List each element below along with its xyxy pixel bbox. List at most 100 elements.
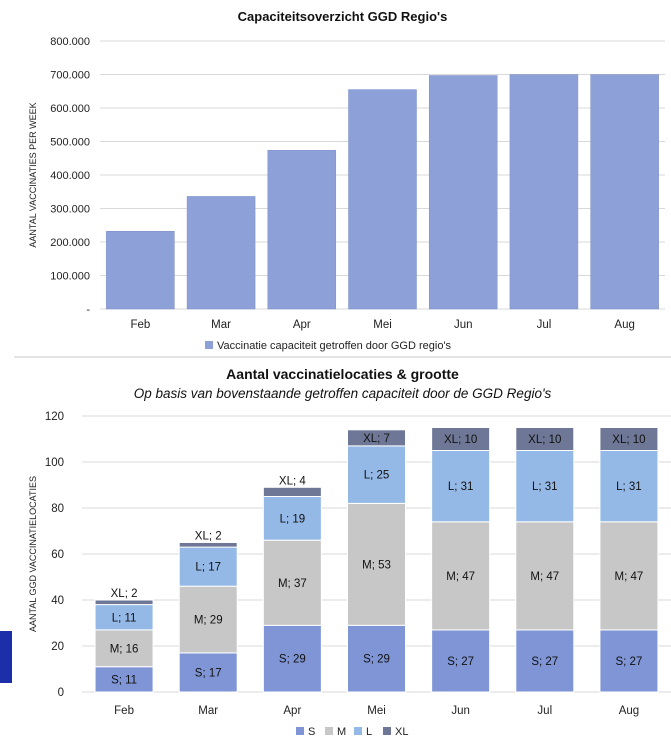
chart2-data-label: L; 25: [364, 470, 390, 482]
locations-stacked-bar-chart: 0 20 40 60 80 100 120 S; 11 M; 16 L; 11 XL; 2 Feb S;…: [28, 411, 671, 738]
chart-divider: [14, 356, 671, 358]
chart1-y-tick-label: 500.000: [50, 137, 90, 149]
chart2-data-label: S; 29: [363, 654, 390, 666]
chart2-x-tick-label: Jul: [537, 705, 552, 717]
chart2-y-tick-label: 0: [58, 687, 64, 699]
chart1-y-tick-label: -: [86, 304, 90, 316]
chart1-x-tick-label: Mei: [373, 319, 392, 331]
chart2-legend-swatch: [296, 727, 304, 735]
chart2-segment-m: [431, 521, 491, 631]
chart2-x-tick-label: Aug: [619, 705, 639, 717]
chart2-data-label: L; 19: [280, 513, 306, 525]
chart1-title: Capaciteitsoverzicht GGD Regio's: [237, 9, 448, 24]
chart1-legend-label: Vaccinatie capaciteit getroffen door GGD…: [217, 340, 452, 352]
chart2-data-label: S; 11: [111, 674, 137, 686]
chart2-segment-l: [515, 450, 575, 523]
chart2-data-label: XL; 2: [195, 531, 222, 543]
chart2-x-tick-label: Mar: [198, 705, 218, 717]
chart2-x-tick-label: Mei: [367, 705, 386, 717]
chart2-segment-l: [94, 604, 154, 631]
chart2-data-label: L; 31: [532, 481, 558, 493]
chart2-y-axis-label: AANTAL GGD VACCINATIELOCATIES: [28, 476, 38, 632]
chart2-segment-xl: [178, 542, 238, 548]
chart2-x-tick-label: Feb: [114, 705, 134, 717]
chart1-y-tick-label: 300.000: [50, 204, 90, 216]
chart1-bar: [186, 196, 256, 310]
chart1-bar: [267, 149, 337, 310]
chart2-segment-m: [599, 521, 659, 631]
chart1-x-tick-label: Apr: [293, 319, 311, 331]
chart1-x-tick-label: Feb: [130, 319, 150, 331]
left-edge-accent: [0, 631, 12, 683]
chart2-title: Aantal vaccinatielocaties & grootte: [226, 366, 459, 382]
chart1-y-tick-label: 400.000: [50, 170, 90, 182]
chart2-segment-m: [515, 521, 575, 631]
chart2-data-label: M; 37: [278, 578, 307, 590]
chart1-x-tick-label: Aug: [614, 319, 634, 331]
capacity-bar-chart: - 100.000 200.000 300.000 400.000 500.000 600.…: [28, 36, 665, 352]
chart2-segment-xl: [431, 427, 491, 451]
chart1-x-tick-label: Jun: [454, 319, 473, 331]
chart1-y-tick-label: 600.000: [50, 103, 90, 115]
chart2-segment-m: [347, 502, 406, 626]
chart2-legend-label: S: [308, 726, 315, 738]
chart2-x-tick-label: Jun: [451, 705, 470, 717]
chart2-data-label: M; 16: [110, 643, 139, 655]
chart2-segment-s: [94, 666, 154, 693]
chart2-data-label: L; 31: [448, 481, 474, 493]
chart2-x-tick-label: Apr: [283, 705, 301, 717]
chart2-data-label: L; 17: [195, 562, 221, 574]
chart2-data-label: L; 11: [112, 612, 137, 624]
chart2-y-tick-label: 80: [51, 503, 64, 515]
chart2-segment-l: [431, 450, 491, 523]
chart2-segment-m: [94, 629, 154, 668]
chart2-data-label: XL; 10: [612, 434, 645, 446]
chart2-legend-swatch: [383, 727, 391, 735]
chart1-bar: [106, 231, 175, 310]
chart2-y-tick-label: 100: [45, 457, 64, 469]
chart2-data-label: S; 27: [531, 656, 558, 668]
chart2-y-tick-label: 40: [51, 595, 64, 607]
locations-chart-panel: Aantal vaccinatielocaties & grootte Op b…: [14, 358, 671, 745]
chart2-y-tick-label: 20: [51, 641, 64, 653]
chart2-segment-xl: [347, 429, 406, 447]
chart2-y-tick-label: 60: [51, 549, 64, 561]
chart2-data-label: M; 47: [530, 571, 559, 583]
chart2-data-label: XL; 4: [279, 475, 306, 487]
chart1-y-tick-label: 700.000: [50, 70, 90, 82]
chart2-data-label: S; 27: [447, 656, 474, 668]
chart1-legend-swatch: [205, 341, 213, 349]
chart2-data-label: S; 17: [195, 667, 222, 679]
chart2-segment-s: [515, 629, 575, 693]
chart2-data-label: L; 31: [616, 481, 642, 493]
chart2-legend-swatch: [325, 727, 333, 735]
chart2-segment-l: [347, 445, 406, 504]
chart1-x-tick-label: Jul: [537, 319, 552, 331]
chart2-segment-s: [431, 629, 491, 693]
chart2-subtitle: Op basis van bovenstaande getroffen capa…: [133, 386, 552, 401]
chart2-segment-l: [599, 450, 659, 523]
chart2-segment-s: [262, 624, 322, 693]
chart2-segment-s: [178, 652, 238, 693]
chart2-legend-label: L: [366, 726, 372, 738]
chart2-data-label: S; 29: [279, 654, 306, 666]
chart2-legend-label: M: [337, 726, 346, 738]
chart2-segment-xl: [262, 486, 322, 498]
chart1-bar: [509, 74, 579, 310]
chart2-data-label: M; 47: [615, 571, 644, 583]
chart1-x-tick-label: Mar: [211, 319, 231, 331]
chart1-bar: [590, 74, 659, 310]
chart1-bar: [348, 89, 417, 310]
chart2-data-label: XL; 7: [363, 433, 390, 445]
chart2-data-label: S; 27: [615, 656, 642, 668]
chart1-y-tick-label: 800.000: [50, 36, 90, 48]
chart2-segment-m: [262, 539, 322, 626]
chart2-data-label: M; 29: [194, 615, 223, 627]
chart2-segment-m: [178, 585, 238, 654]
chart2-data-label: XL; 2: [111, 588, 138, 600]
chart1-bar: [428, 75, 498, 310]
chart2-data-label: XL; 10: [444, 434, 477, 446]
chart1-y-axis-label: AANTAL VACCINATIES PER WEEK: [28, 102, 38, 247]
chart2-data-label: M; 47: [446, 571, 475, 583]
chart2-y-tick-label: 120: [45, 411, 64, 423]
